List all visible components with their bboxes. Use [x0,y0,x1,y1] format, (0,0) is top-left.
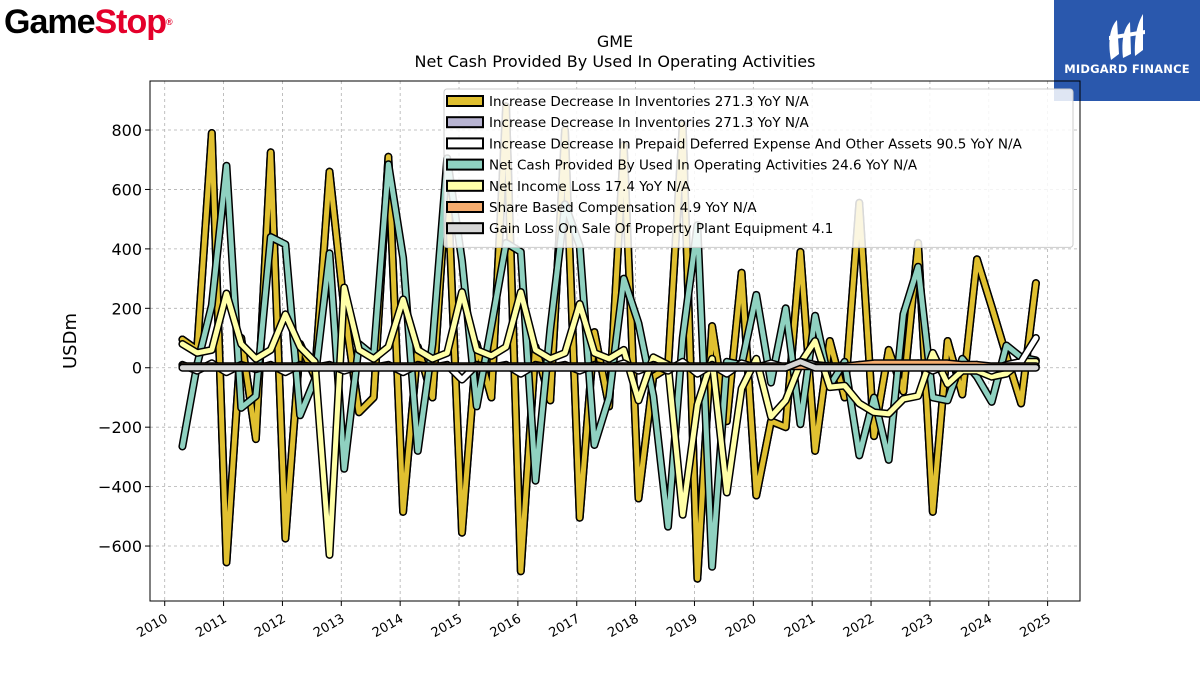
chart-title: GME [596,32,634,51]
partner-name: MIDGARD FINANCE [1064,62,1190,76]
legend-label: Gain Loss On Sale Of Property Plant Equi… [489,221,833,237]
x-tick-label: 2018 [605,611,641,641]
y-tick-label: 200 [111,299,142,318]
brand-logo-part2: Stop [94,3,168,41]
y-tick-label: −400 [98,478,142,497]
legend-label: Share Based Compensation 4.9 YoY N/A [489,200,757,216]
brand-logo-part1: Game [4,3,95,41]
x-tick-label: 2020 [723,611,759,641]
x-tick-label: 2022 [841,611,877,641]
x-tick-label: 2013 [311,611,347,641]
y-tick-label: −600 [98,537,142,556]
x-tick-label: 2010 [135,611,171,641]
x-tick-label: 2014 [370,611,406,641]
legend: Increase Decrease In Inventories 271.3 Y… [443,88,1074,248]
legend-swatch [446,158,484,171]
x-tick-label: 2019 [664,611,700,641]
legend-label: Increase Decrease In Inventories 271.3 Y… [489,94,810,110]
plot-frame [149,80,1081,602]
legend-swatch [446,95,484,107]
x-axis: 2010 2011 2012 2013 2014 2015 2016 2017 2018 2019… [135,601,1054,641]
series-line [179,285,1039,558]
x-tick-label: 2012 [252,611,288,641]
legend-box [443,88,1074,248]
y-axis-label: USDm [60,313,81,369]
y-tick-label: 0 [132,359,142,378]
y-tick-label: 800 [111,121,142,140]
chart-subtitle: Net Cash Provided By Used In Operating A… [414,52,816,71]
legend-label: Net Cash Provided By Used In Operating A… [489,158,918,174]
x-tick-label: 2016 [488,611,524,641]
legend-swatch [446,116,484,129]
x-tick-label: 2021 [782,611,818,641]
x-tick-label: 2025 [1017,611,1053,641]
midgard-finance-logo: MIDGARD FINANCE [1054,0,1200,101]
y-tick-label: 400 [111,240,142,259]
x-tick-label: 2023 [900,611,936,641]
midgard-emblem-icon [1054,10,1200,62]
series-lines [178,102,1040,583]
legend-swatch [446,222,484,235]
x-tick-label: 2024 [959,611,995,641]
x-tick-label: 2011 [193,611,229,641]
gamestop-logo: GameStop® [4,2,173,42]
legend-swatch [446,179,484,192]
legend-swatch [446,137,484,150]
x-tick-label: 2015 [429,611,465,641]
x-tick-label: 2017 [547,611,583,641]
y-tick-label: 600 [111,180,142,199]
legend-swatch [446,201,484,213]
legend-label: Increase Decrease In Prepaid Deferred Ex… [489,136,1023,152]
series-line [179,359,1039,371]
y-axis: −600 −400 −200 0 200 400 600 800 [98,121,150,556]
legend-label: Increase Decrease In Inventories 271.3 Y… [489,115,810,131]
y-tick-label: −200 [98,418,142,437]
registered-mark: ® [166,17,173,27]
legend-label: Net Income Loss 17.4 YoY N/A [489,179,691,195]
